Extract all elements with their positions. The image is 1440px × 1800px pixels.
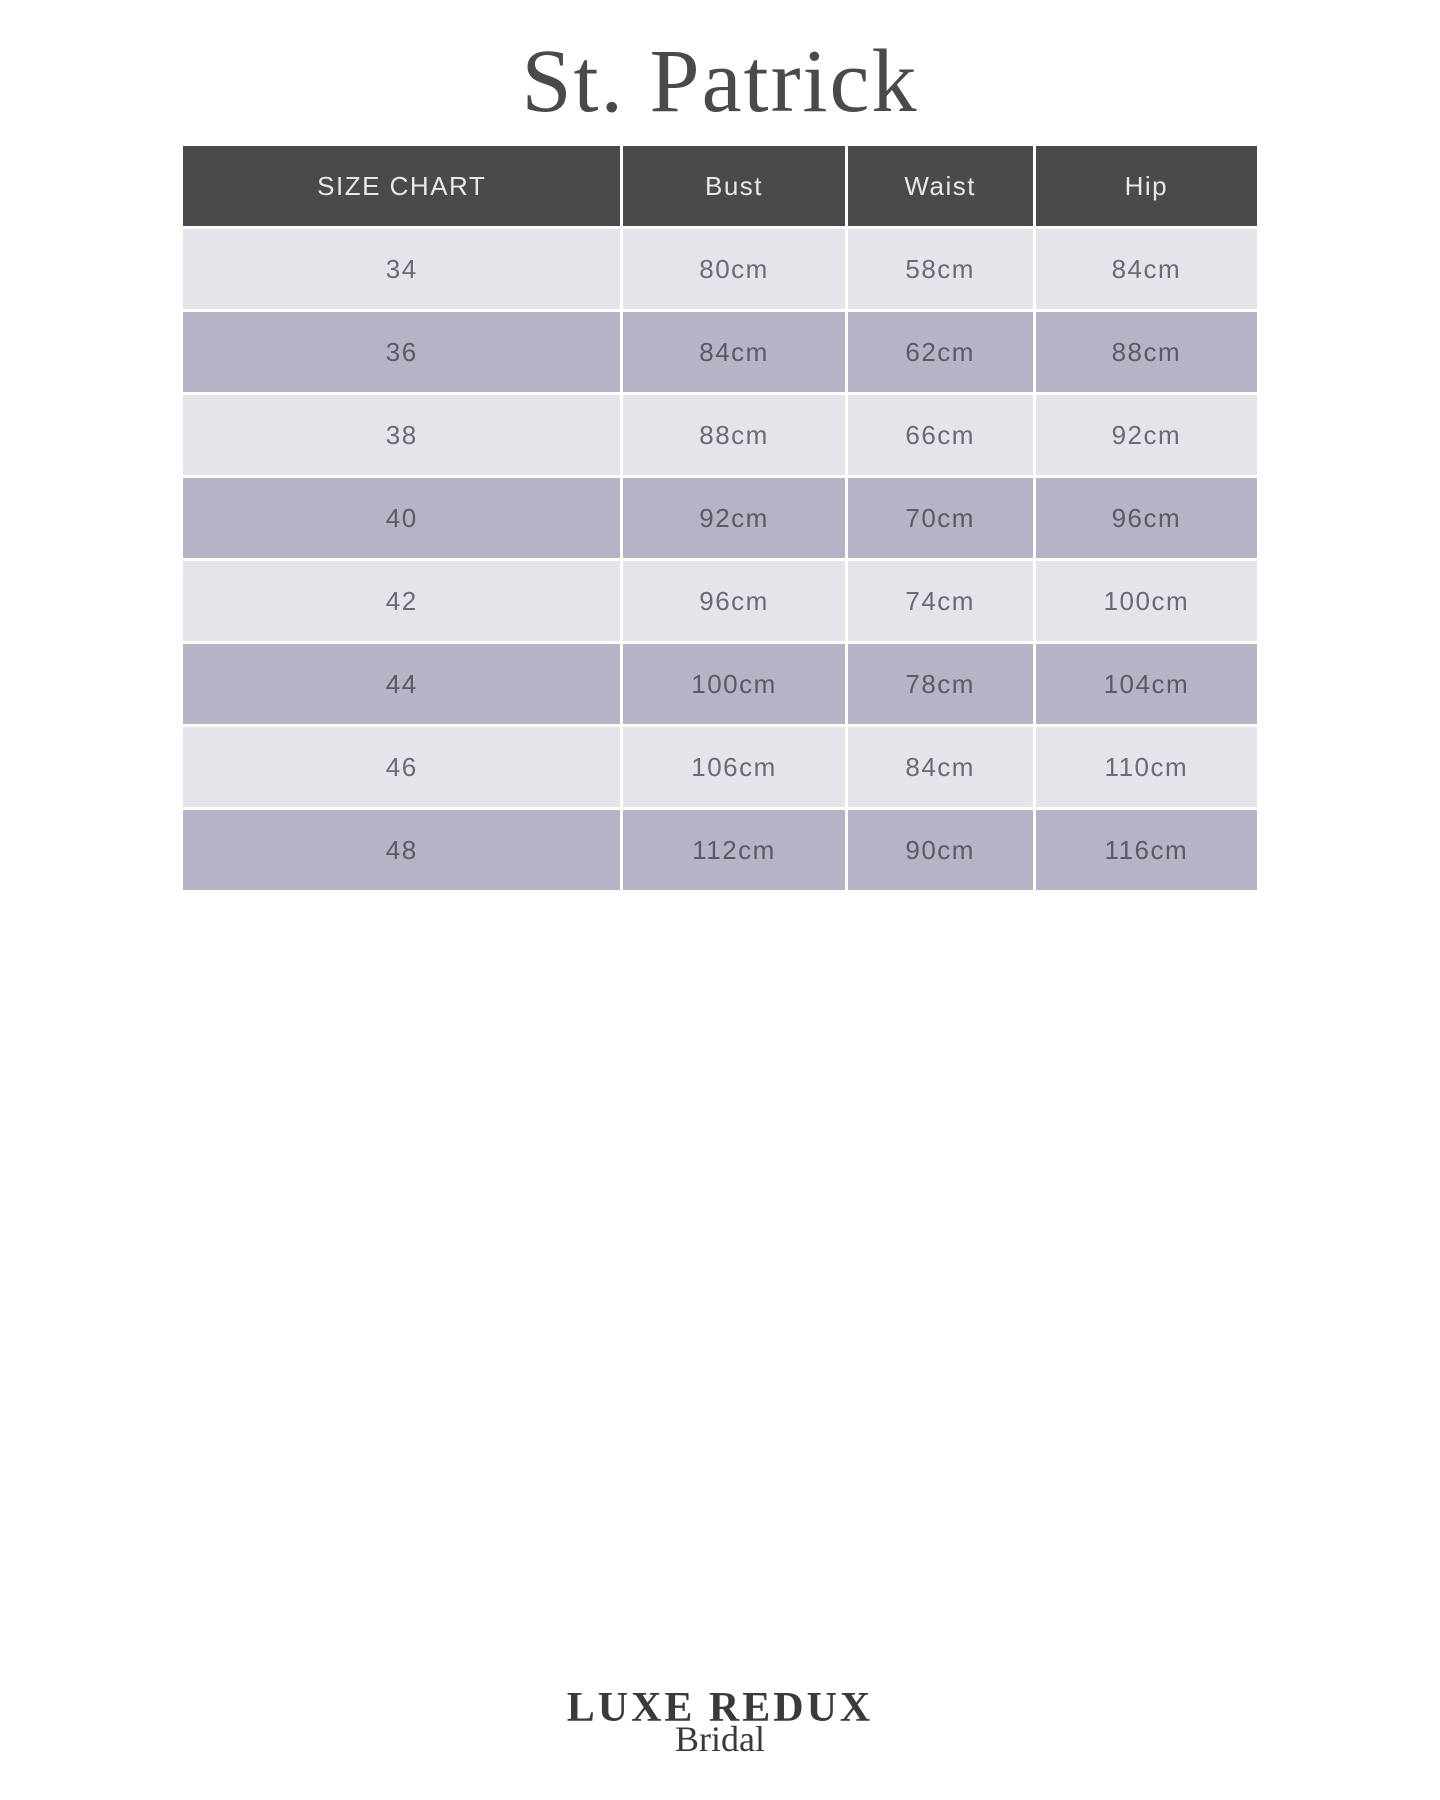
- cell: 88cm: [1036, 312, 1257, 392]
- cell: 100cm: [623, 644, 844, 724]
- table-row: 36 84cm 62cm 88cm: [183, 312, 1257, 392]
- table-row: 44 100cm 78cm 104cm: [183, 644, 1257, 724]
- cell: 96cm: [623, 561, 844, 641]
- cell: 84cm: [848, 727, 1033, 807]
- cell: 100cm: [1036, 561, 1257, 641]
- cell: 106cm: [623, 727, 844, 807]
- brand-title: St. Patrick: [522, 30, 919, 133]
- cell: 40: [183, 478, 620, 558]
- footer-logo: LUXE REDUX Bridal: [0, 1684, 1440, 1760]
- cell: 36: [183, 312, 620, 392]
- table-row: 46 106cm 84cm 110cm: [183, 727, 1257, 807]
- footer-subbrand: Bridal: [0, 1718, 1440, 1760]
- col-header-size: SIZE CHART: [183, 146, 620, 226]
- table-row: 42 96cm 74cm 100cm: [183, 561, 1257, 641]
- cell: 96cm: [1036, 478, 1257, 558]
- cell: 62cm: [848, 312, 1033, 392]
- cell: 66cm: [848, 395, 1033, 475]
- col-header-hip: Hip: [1036, 146, 1257, 226]
- table-header-row: SIZE CHART Bust Waist Hip: [183, 146, 1257, 226]
- cell: 92cm: [623, 478, 844, 558]
- cell: 112cm: [623, 810, 844, 890]
- cell: 44: [183, 644, 620, 724]
- cell: 88cm: [623, 395, 844, 475]
- cell: 38: [183, 395, 620, 475]
- table-row: 48 112cm 90cm 116cm: [183, 810, 1257, 890]
- cell: 90cm: [848, 810, 1033, 890]
- table-row: 34 80cm 58cm 84cm: [183, 229, 1257, 309]
- cell: 46: [183, 727, 620, 807]
- cell: 58cm: [848, 229, 1033, 309]
- size-chart-table: SIZE CHART Bust Waist Hip 34 80cm 58cm 8…: [180, 143, 1260, 893]
- cell: 70cm: [848, 478, 1033, 558]
- cell: 110cm: [1036, 727, 1257, 807]
- table-row: 38 88cm 66cm 92cm: [183, 395, 1257, 475]
- col-header-bust: Bust: [623, 146, 844, 226]
- table-row: 40 92cm 70cm 96cm: [183, 478, 1257, 558]
- cell: 42: [183, 561, 620, 641]
- cell: 80cm: [623, 229, 844, 309]
- cell: 116cm: [1036, 810, 1257, 890]
- cell: 104cm: [1036, 644, 1257, 724]
- cell: 92cm: [1036, 395, 1257, 475]
- cell: 34: [183, 229, 620, 309]
- cell: 84cm: [1036, 229, 1257, 309]
- col-header-waist: Waist: [848, 146, 1033, 226]
- cell: 84cm: [623, 312, 844, 392]
- cell: 48: [183, 810, 620, 890]
- cell: 78cm: [848, 644, 1033, 724]
- cell: 74cm: [848, 561, 1033, 641]
